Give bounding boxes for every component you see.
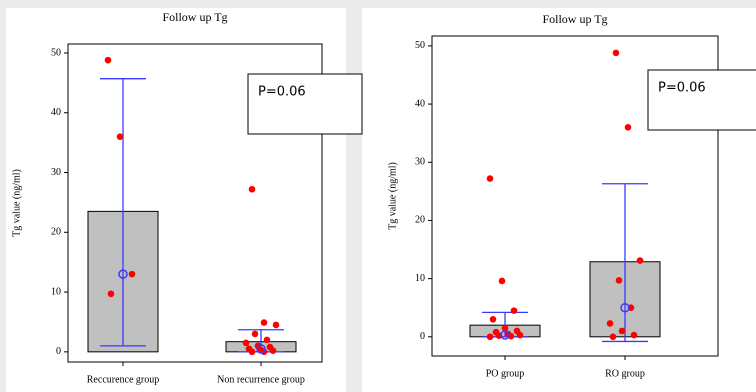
data-point [248, 185, 256, 193]
mean-marker [256, 344, 266, 354]
y-tick-label: 50 [415, 40, 425, 51]
data-point [609, 333, 617, 341]
annotation: P=0.06 [658, 81, 706, 96]
data-point [498, 277, 506, 285]
mean-marker [500, 330, 510, 340]
data-point [489, 316, 497, 323]
x-tick-label: Reccurence group [87, 374, 159, 385]
chart-title: Follow up Tg [162, 10, 227, 24]
data-point [242, 339, 250, 347]
y-tick-label: 10 [415, 273, 425, 284]
y-tick-label: 0 [56, 346, 61, 357]
data-point [636, 257, 644, 264]
data-point [104, 56, 112, 64]
data-point [510, 307, 518, 314]
data-point [251, 330, 259, 338]
data-point [615, 277, 623, 284]
annotation-box [647, 69, 756, 131]
data-point [606, 320, 614, 327]
plot-frame [67, 43, 323, 363]
y-axis-label: Tg value (ng/ml) [11, 169, 22, 237]
data-point [263, 336, 271, 344]
annotation: P=0.06 [258, 85, 306, 100]
panel [6, 8, 346, 392]
y-tick-label: 50 [51, 47, 61, 58]
mean-marker [620, 302, 630, 313]
y-tick-label: 40 [51, 107, 61, 118]
y-tick-label: 30 [415, 157, 425, 168]
data-point [618, 327, 626, 335]
data-point [272, 321, 280, 329]
data-point [269, 347, 277, 354]
mean-marker [118, 269, 128, 279]
y-tick-label: 20 [51, 227, 61, 238]
data-point [128, 270, 136, 278]
x-tick-label: RO group [605, 368, 645, 379]
y-tick-label: 10 [51, 286, 61, 297]
x-tick-label: PO group [486, 368, 525, 379]
data-point [248, 348, 256, 356]
data-point [107, 290, 115, 298]
y-tick-label: 20 [415, 215, 425, 226]
data-point [116, 133, 124, 140]
data-point [501, 324, 509, 332]
plot-frame [431, 35, 719, 357]
y-axis-label: Tg value (ng/ml) [387, 162, 398, 230]
data-point [486, 175, 494, 182]
data-point [516, 331, 524, 339]
data-point [486, 333, 494, 341]
annotation-box [247, 73, 363, 135]
data-point [624, 124, 632, 131]
x-tick-label: Non recurrence group [217, 374, 305, 385]
y-tick-label: 40 [415, 98, 425, 109]
data-point [260, 319, 268, 326]
data-point [630, 331, 638, 339]
data-point [612, 49, 620, 57]
y-tick-label: 0 [420, 331, 425, 342]
y-tick-label: 30 [51, 167, 61, 178]
chart-title: Follow up Tg [542, 12, 607, 26]
